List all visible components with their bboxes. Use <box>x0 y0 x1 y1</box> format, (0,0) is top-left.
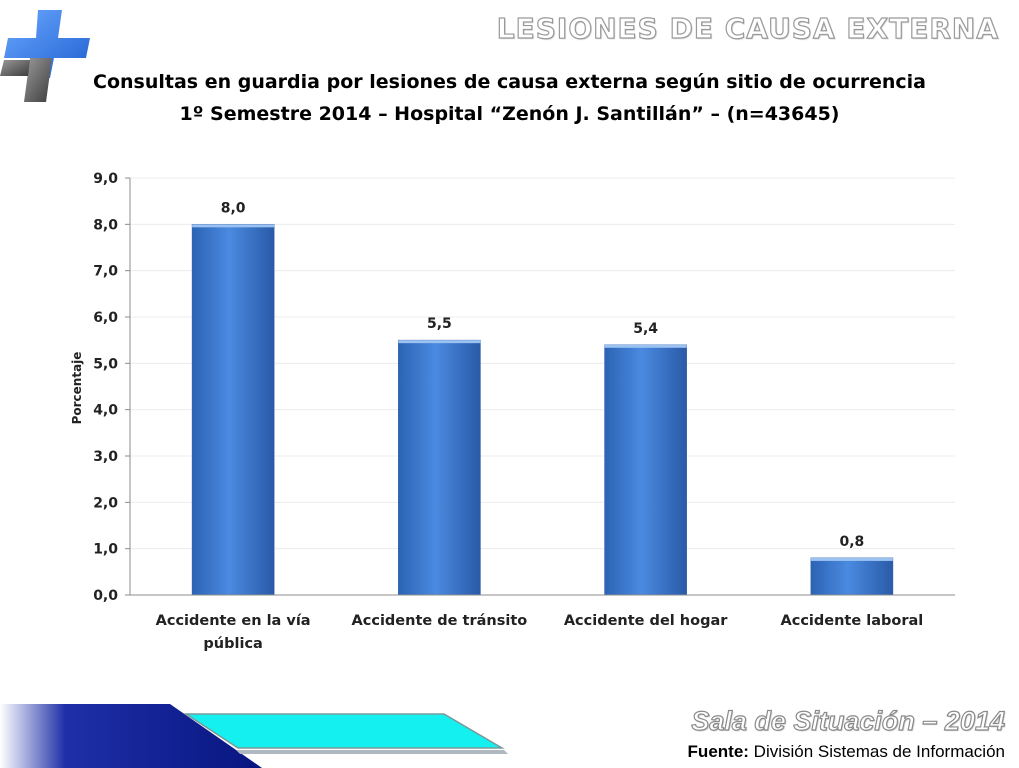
y-axis-label: Porcentaje <box>70 352 84 425</box>
y-tick-label: 7,0 <box>93 264 118 280</box>
source-label: Fuente: <box>687 742 749 761</box>
data-label: 5,5 <box>427 316 452 332</box>
x-tick-label: Accidente de tránsito <box>352 613 528 629</box>
x-tick-label: Accidente en la vía <box>156 613 311 629</box>
y-tick-label: 9,0 <box>93 171 118 187</box>
data-label: 8,0 <box>221 200 246 216</box>
hospital-cross-icon <box>0 10 90 102</box>
chart-title: Consultas en guardia por lesiones de cau… <box>93 71 926 93</box>
bar-highlight <box>604 344 687 348</box>
data-label: 0,8 <box>839 534 864 550</box>
bar-highlight <box>192 224 275 228</box>
bar-chart: 0,0 1,0 2,0 3,0 4,0 5,0 6,0 7,0 8,0 9,0 Porcentaje… <box>70 171 955 652</box>
footer-brand: Sala de Situación – 2014 <box>691 705 1006 736</box>
section-title: LESIONES DE CAUSA EXTERNA <box>496 11 999 45</box>
source-text: División Sistemas de Información <box>753 742 1005 761</box>
y-tick-label: 6,0 <box>93 310 118 326</box>
y-tick-label: 3,0 <box>93 449 118 465</box>
y-tick-label: 5,0 <box>93 356 118 372</box>
data-label: 5,4 <box>633 321 658 337</box>
chart-title-block: Consultas en guardia por lesiones de cau… <box>0 66 1019 130</box>
x-tick-label: pública <box>203 636 262 652</box>
bar-highlight <box>398 340 481 344</box>
footer-source: Fuente: División Sistemas de Información <box>688 742 1005 762</box>
chart-subtitle: 1º Semestre 2014 – Hospital “Zenón J. Sa… <box>179 103 840 125</box>
y-tick-label: 4,0 <box>93 403 118 419</box>
x-tick-label: Accidente del hogar <box>564 613 728 629</box>
bar-highlight <box>810 557 893 561</box>
y-tick-label: 0,0 <box>93 588 118 604</box>
bar <box>604 344 687 596</box>
y-tick-label: 1,0 <box>93 542 118 558</box>
bar <box>810 557 894 596</box>
footer-decoration <box>0 704 508 768</box>
bar <box>191 224 275 596</box>
y-tick-label: 2,0 <box>93 495 118 511</box>
x-tick-label: Accidente laboral <box>781 613 924 629</box>
y-tick-label: 8,0 <box>93 217 118 233</box>
bar <box>398 339 481 596</box>
